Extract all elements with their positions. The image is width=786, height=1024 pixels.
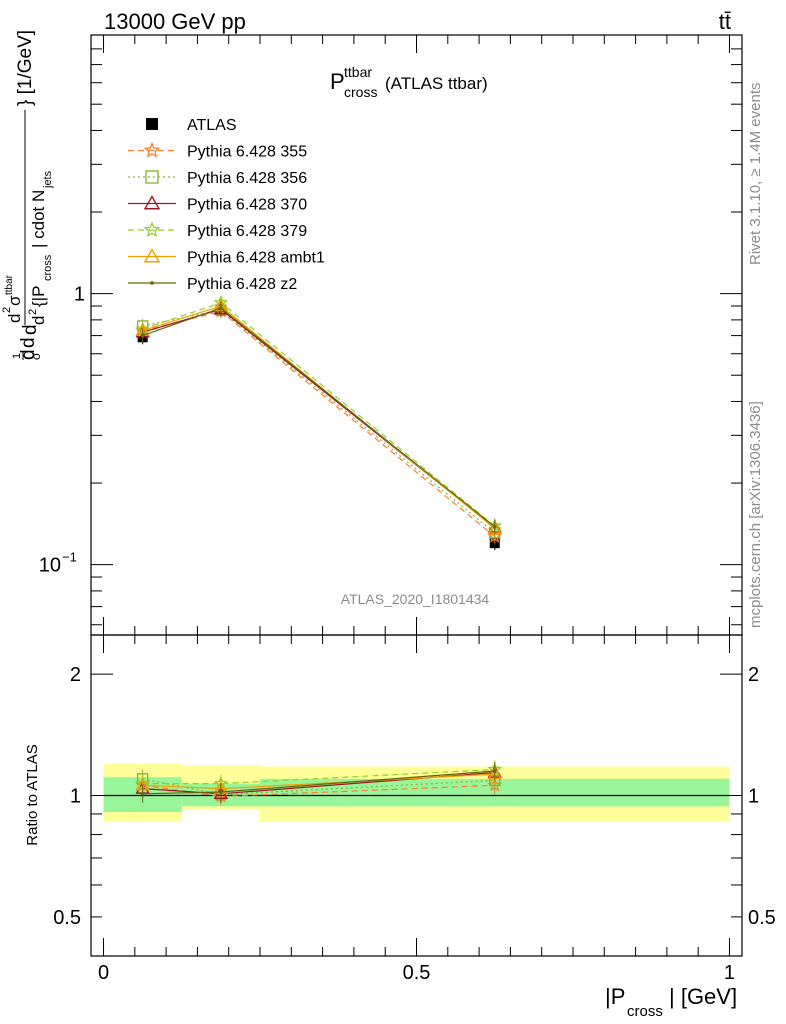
point-z2-1: [219, 306, 223, 310]
main-ytick-label-1: 10: [39, 555, 61, 577]
legend-marker-p356: [145, 170, 159, 184]
legend: ATLAS Pythia 6.428 355 Pythia 6.428 356 Pyt…: [128, 117, 325, 293]
ratio-ytick-label-right-0: 0.5: [748, 907, 776, 929]
svg-text:σ: σ: [5, 295, 24, 306]
legend-label-z2: Pythia 6.428 z2: [187, 276, 297, 293]
ratio-ytick-label-right-2: 2: [748, 664, 759, 686]
ratio-axis-ticks: 0.5 0.5 1 1 2 2 0 0.5 1: [53, 635, 776, 984]
main-ytick-exponent-1: −1: [62, 550, 77, 565]
ratio-series-group: [135, 760, 503, 806]
svg-text:jets: jets: [42, 170, 54, 189]
ratio-ytick-label-left-1: 1: [70, 786, 81, 808]
svg-text:} [1/GeV]: } [1/GeV]: [15, 30, 36, 106]
legend-marker-p379: [143, 221, 161, 238]
legend-label-ambt1: Pythia 6.428 ambt1: [187, 250, 325, 267]
series-line-p356: [142, 309, 496, 534]
xtick-label-1: 0.5: [403, 962, 431, 984]
svg-text:2: 2: [1, 307, 13, 313]
legend-marker-atlas: [146, 118, 158, 130]
legend-marker-p355: [143, 141, 161, 158]
legend-label-p379: Pythia 6.428 379: [187, 223, 307, 240]
svg-text:d: d: [5, 314, 24, 323]
ratio-point-z2-0: [140, 791, 145, 796]
legend-label-p370: Pythia 6.428 370: [187, 197, 307, 214]
main-axis-ticks: 1 10 −1: [39, 34, 742, 635]
svg-text:|P: |P: [605, 984, 625, 1009]
svg-text:cross: cross: [627, 1003, 663, 1020]
legend-marker-z2: [150, 281, 154, 285]
analysis-watermark: ATLAS_2020_I1801434: [341, 591, 490, 607]
ratio-line-p355: [142, 784, 495, 798]
ratio-ylabel: Ratio to ATLAS: [24, 744, 41, 845]
legend-label-p356: Pythia 6.428 356: [187, 170, 307, 187]
ratio-point-z2-2: [492, 769, 497, 773]
svg-text:σ: σ: [29, 352, 43, 360]
ratio-line-p379: [142, 768, 495, 785]
series-line-ambt1: [142, 305, 496, 529]
main-ylabel: d 1 σ d d d 2 σ ttbar d 2 {|P cross | cd…: [1, 30, 54, 360]
svg-text:ttbar: ttbar: [4, 274, 15, 295]
legend-marker-ambt1: [143, 248, 161, 263]
x-axis-label: |P cross | [GeV]: [605, 984, 737, 1020]
main-series-group: [135, 295, 503, 551]
svg-text:d: d: [20, 324, 41, 335]
series-line-p370: [142, 308, 496, 529]
process-label: 13000 GeV pp: [104, 9, 246, 34]
legend-label-p355: Pythia 6.428 355: [187, 144, 307, 161]
svg-text:cross: cross: [42, 254, 54, 281]
ratio-line-p356: [142, 778, 495, 796]
series-line-z2: [142, 307, 496, 528]
xtick-label-0: 0: [98, 962, 109, 984]
rivet-version-label: Rivet 3.1.10, ≥ 1.4M events: [747, 83, 764, 266]
plot-title-sup: ttbar: [344, 64, 372, 80]
ratio-ytick-label-left-2: 2: [70, 664, 81, 686]
svg-text:{|P: {|P: [29, 286, 48, 307]
svg-text:1: 1: [11, 353, 23, 359]
series-line-p379: [142, 302, 496, 527]
svg-text:2: 2: [27, 309, 39, 315]
point-z2-2: [492, 524, 497, 529]
ratio-point-z2-1: [219, 790, 223, 794]
xtick-label-2: 1: [724, 962, 735, 984]
svg-text:| [GeV]: | [GeV]: [669, 984, 737, 1009]
svg-text:| cdot N: | cdot N: [29, 190, 48, 248]
point-z2-0: [140, 333, 145, 338]
plot-title-suffix: (ATLAS ttbar): [385, 74, 488, 93]
series-line-p355: [142, 310, 496, 537]
ratio-ytick-label-right-1: 1: [748, 786, 759, 808]
ratio-ytick-label-left-0: 0.5: [53, 907, 81, 929]
plot-title-sub: cross: [344, 84, 377, 100]
main-ytick-label-0: 1: [74, 284, 85, 306]
svg-text:d: d: [18, 337, 39, 348]
svg-text:d: d: [18, 349, 39, 360]
plot-title: P: [330, 69, 345, 94]
legend-label-atlas: ATLAS: [187, 117, 237, 134]
legend-marker-p370: [143, 195, 161, 210]
final-state-label: tt̄: [719, 9, 731, 34]
mcplots-credit-label: mcplots.cern.ch [arXiv:1306.3436]: [747, 401, 764, 628]
svg-text:d: d: [29, 316, 48, 325]
